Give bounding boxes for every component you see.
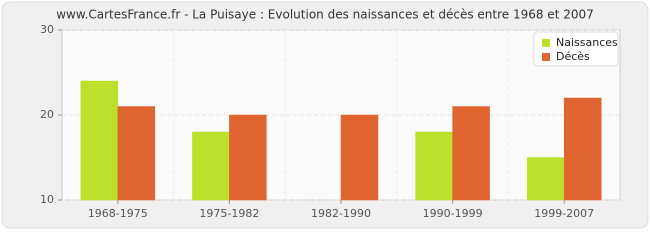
x-tick-label: 1990-1999	[423, 207, 483, 220]
x-tick-label: 1975-1982	[199, 207, 259, 220]
bar	[415, 131, 453, 201]
bar	[229, 114, 267, 201]
chart: www.CartesFrance.fr - La Puisaye : Evolu…	[1, 1, 649, 229]
x-tick-label: 1968-1975	[88, 207, 148, 220]
bar	[526, 157, 565, 201]
legend-swatch	[542, 39, 550, 47]
bar	[563, 97, 602, 201]
legend-label: Décès	[556, 50, 590, 63]
x-tick-label: 1999-2007	[534, 207, 594, 220]
legend-box	[533, 31, 619, 67]
legend-swatch	[542, 53, 550, 61]
bar	[340, 114, 379, 201]
x-tick-label: 1982-1990	[311, 207, 371, 220]
bar	[192, 131, 230, 201]
y-tick-label: 10	[40, 193, 54, 206]
bar	[80, 80, 119, 201]
y-tick-label: 30	[40, 23, 54, 36]
chart-title: www.CartesFrance.fr - La Puisaye : Evolu…	[56, 8, 594, 22]
bar	[452, 106, 490, 201]
legend-label: Naissances	[556, 36, 618, 49]
bar	[117, 106, 156, 201]
y-tick-label: 20	[40, 108, 54, 121]
